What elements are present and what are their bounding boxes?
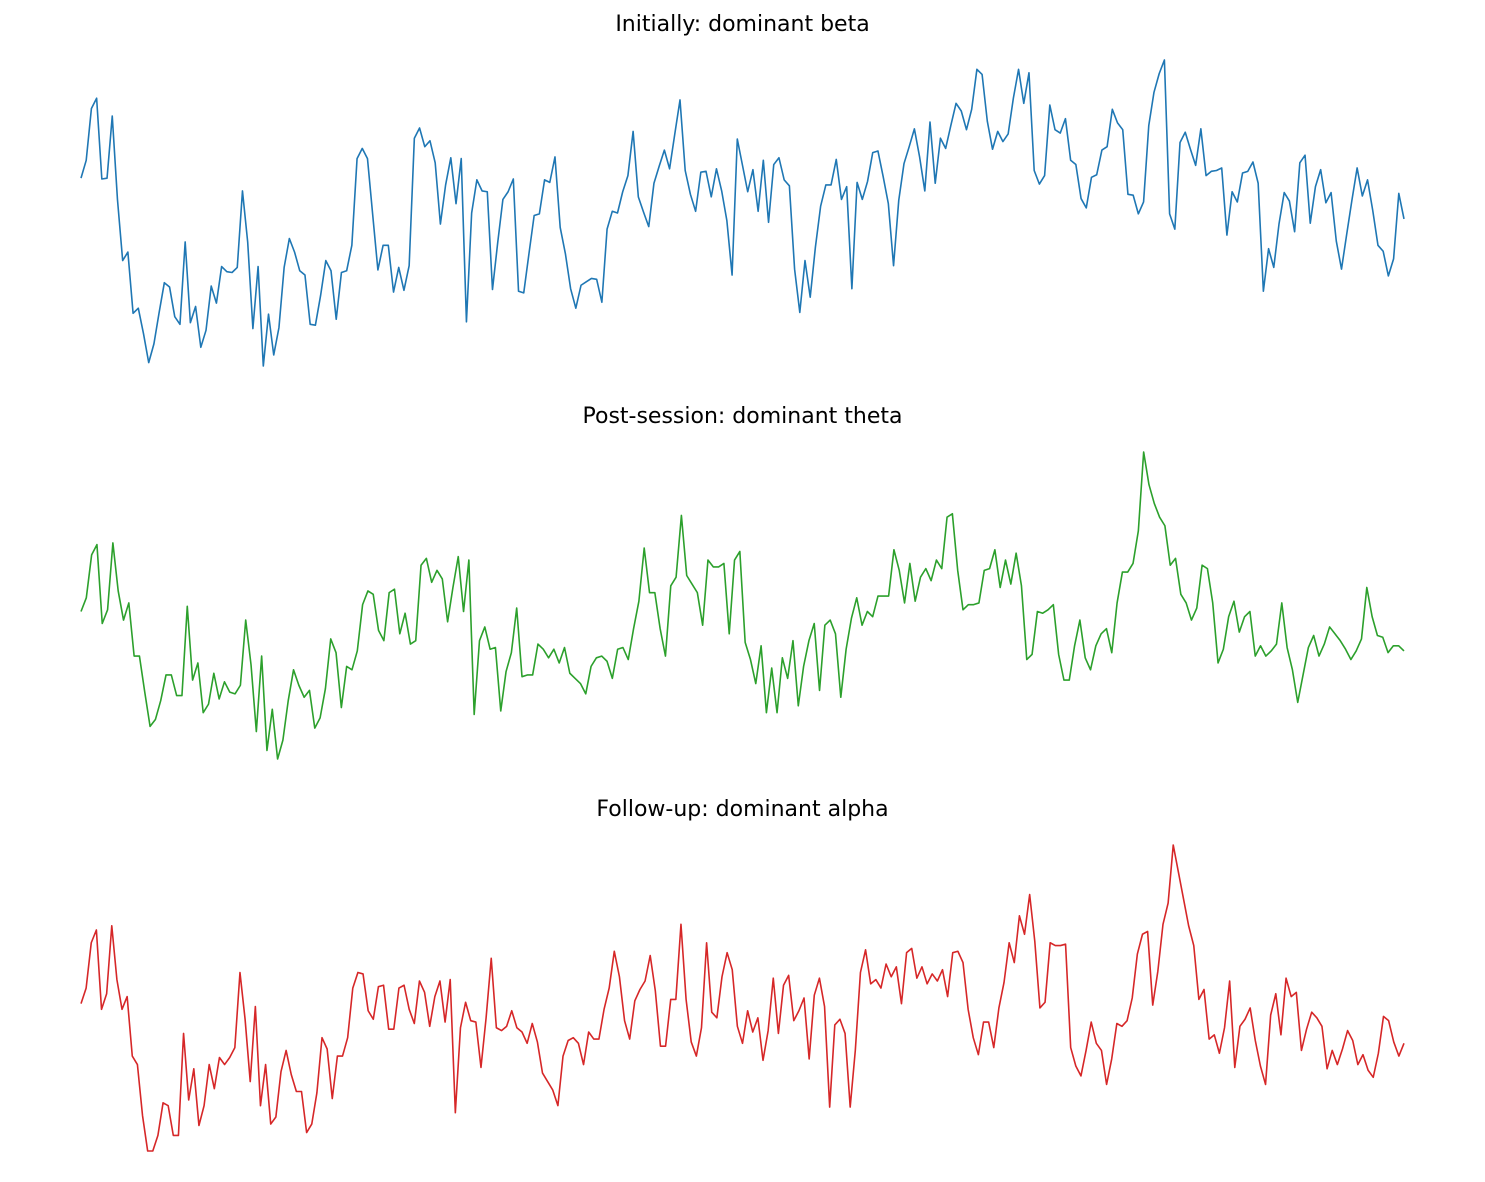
chart-plot — [80, 451, 1405, 760]
chart-title: Post-session: dominant theta — [582, 404, 903, 429]
panel-theta: Post-session: dominant theta — [80, 404, 1405, 760]
chart-title: Follow-up: dominant alpha — [596, 797, 889, 822]
series-line — [80, 844, 1405, 1152]
chart-title: Initially: dominant beta — [615, 12, 870, 37]
series-line — [80, 59, 1405, 367]
series-line — [80, 451, 1405, 760]
panel-beta: Initially: dominant beta — [0, 0, 1485, 392]
chart-plot — [80, 59, 1405, 367]
